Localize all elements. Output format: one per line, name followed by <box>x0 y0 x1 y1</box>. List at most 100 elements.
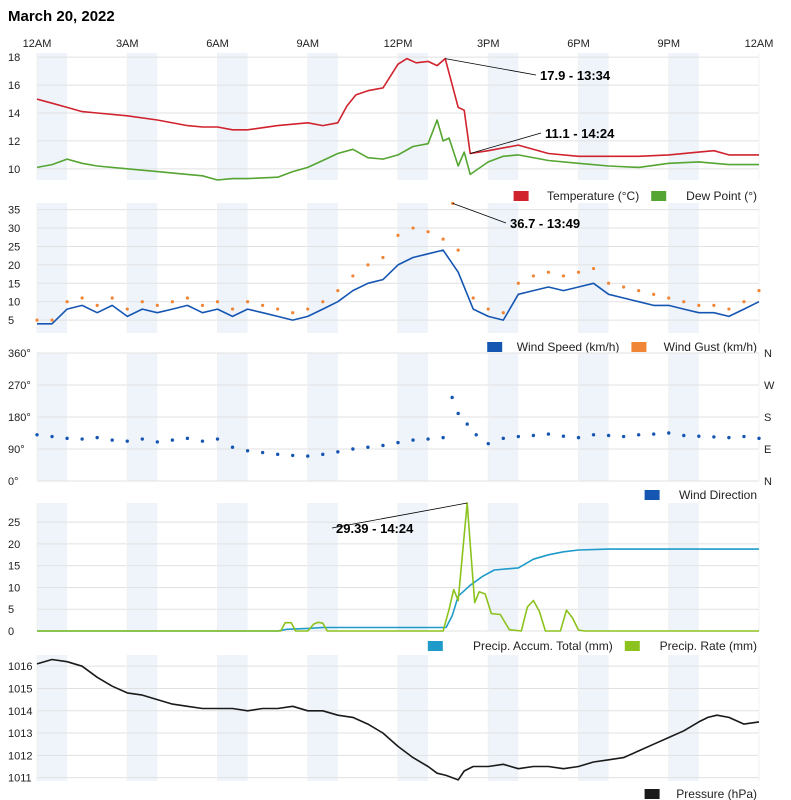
data-point <box>155 303 159 307</box>
data-point <box>321 300 325 304</box>
data-point <box>381 443 385 448</box>
data-point <box>185 296 190 300</box>
series-precip-1 <box>37 502 759 632</box>
y-tick-label: 10 <box>8 297 20 309</box>
data-point <box>170 438 175 442</box>
panel-wind: 5 10 15 20 25 30 35 36.7 - 13:49 Wind Gust (km/h… <box>8 201 761 354</box>
annotation: 17.9 - 13:34 <box>445 58 611 83</box>
series-wind-0 <box>37 249 760 325</box>
y-tick-label: 360° <box>8 348 31 360</box>
legend-pressure: Pressure (hPa) <box>644 787 757 800</box>
y-tick-label: 30 <box>8 223 20 235</box>
series-temperature-0 <box>36 57 759 158</box>
legend-direction: Wind Direction <box>644 488 757 502</box>
data-point <box>757 436 761 441</box>
data-point <box>230 307 235 311</box>
x-tick-label: 6PM <box>567 38 590 50</box>
data-point <box>456 411 460 416</box>
legend-swatch <box>644 490 660 500</box>
data-point <box>306 454 310 458</box>
legend-swatch <box>487 342 503 352</box>
data-point <box>140 300 144 304</box>
y-tick-label: 10 <box>8 164 20 176</box>
panel-direction: 0° 90° 180° 270° 360° N E S W N Wind Direction <box>8 348 775 502</box>
legend-label: Wind Gust (km/h) <box>664 340 757 354</box>
series-direction-0 <box>35 395 761 458</box>
data-point <box>727 307 731 311</box>
panel-temperature: 10 12 14 16 18 17.9 - 13:34 11.1 - 14:24 Dew Po… <box>8 52 760 203</box>
y-tick-label: 25 <box>8 241 20 253</box>
legend-label: Dew Point (°) <box>686 189 757 203</box>
legend-swatch <box>513 191 529 201</box>
data-point <box>200 303 205 307</box>
data-point <box>471 296 475 300</box>
band-shade <box>398 53 429 180</box>
y-tick-label: 180° <box>8 412 31 424</box>
data-point <box>546 432 551 436</box>
data-point <box>275 452 280 457</box>
y-axis-labels: 1011 1012 1013 1014 1015 1016 <box>8 661 32 785</box>
data-point <box>291 311 295 315</box>
data-point <box>486 441 490 446</box>
data-point <box>411 226 415 230</box>
data-point <box>516 281 520 285</box>
legend-swatch <box>624 641 640 651</box>
data-point <box>80 437 84 441</box>
y-tick-label: 15 <box>8 278 20 290</box>
annotation-label: 36.7 - 13:49 <box>510 216 580 231</box>
data-point <box>561 274 566 278</box>
legend-swatch <box>631 342 647 352</box>
band-shade <box>127 655 158 781</box>
data-point <box>591 433 596 437</box>
data-point <box>65 300 69 304</box>
legend-precip: Precip. Rate (mm) Precip. Accum. Total (m… <box>427 639 757 653</box>
series-line <box>36 658 760 781</box>
data-point <box>351 447 355 451</box>
legend-swatch <box>644 789 660 799</box>
data-point <box>65 436 69 441</box>
legend-label: Precip. Accum. Total (mm) <box>473 639 613 653</box>
y-tick-label: 1013 <box>8 728 32 740</box>
y-tick-label: 90° <box>8 444 25 456</box>
band-shade <box>307 53 338 180</box>
y-tick-label: 35 <box>8 205 20 217</box>
data-point <box>260 450 265 455</box>
legend-label: Wind Direction <box>679 488 757 502</box>
data-point <box>306 307 310 311</box>
data-point <box>606 433 611 438</box>
y-tick-label: 0 <box>8 626 14 638</box>
band-shade <box>668 203 699 333</box>
page-title: March 20, 2022 <box>8 8 115 25</box>
data-point <box>336 450 340 454</box>
data-point <box>80 296 84 300</box>
data-point <box>155 440 160 444</box>
data-point <box>682 433 686 438</box>
data-point <box>321 452 325 457</box>
legend-label: Temperature (°C) <box>547 189 639 203</box>
y-axis-labels: 0 5 10 15 20 25 <box>8 517 20 638</box>
data-point <box>95 435 99 440</box>
data-point <box>396 233 400 238</box>
y-tick-label: 25 <box>8 517 20 529</box>
data-point <box>742 434 746 439</box>
data-point <box>110 296 114 300</box>
x-tick-label: 12AM <box>23 38 52 50</box>
panel-bands <box>37 203 699 333</box>
data-point <box>245 300 250 304</box>
band-shade <box>398 203 429 333</box>
data-point <box>682 300 686 304</box>
panel-precip: 0 5 10 15 20 25 29.39 - 14:24 Precip. Rate (mm)… <box>8 502 760 653</box>
data-point <box>667 296 671 300</box>
x-tick-label: 6AM <box>206 38 229 50</box>
data-point <box>381 255 385 260</box>
data-point <box>396 440 400 445</box>
y-tick-label: 1012 <box>8 750 32 762</box>
y-tick-label: 1011 <box>8 773 32 785</box>
panel-bands <box>37 655 699 781</box>
data-point <box>606 281 611 285</box>
annotation-label: 11.1 - 14:24 <box>545 126 615 141</box>
data-point <box>637 289 641 293</box>
panel-vgrid <box>36 353 760 481</box>
